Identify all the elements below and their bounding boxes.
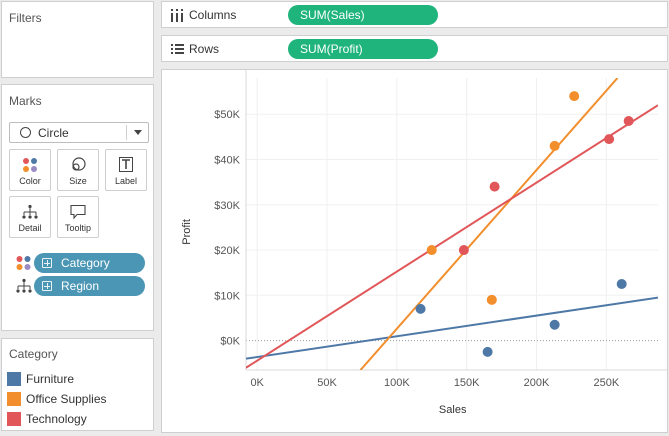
expand-icon[interactable] bbox=[42, 258, 52, 268]
scatter-plot-view[interactable]: $0K $10K $20K $30K $40K $50K 0K 50K 100K 150K 200K… bbox=[161, 69, 668, 433]
mark-type-dropdown[interactable]: Circle bbox=[9, 122, 149, 143]
data-point[interactable] bbox=[549, 319, 560, 330]
x-tick-label: 250K bbox=[593, 377, 619, 389]
legend-swatch bbox=[7, 392, 21, 406]
y-tick-label: $10K bbox=[214, 290, 240, 302]
rows-label: Rows bbox=[189, 42, 220, 56]
data-point[interactable] bbox=[489, 181, 500, 192]
data-point[interactable] bbox=[569, 91, 580, 102]
trend-line bbox=[246, 296, 658, 360]
x-tick-label: 150K bbox=[454, 377, 480, 389]
x-tick-label: 100K bbox=[384, 377, 410, 389]
detail-icon bbox=[22, 204, 38, 219]
x-tick-label: 50K bbox=[317, 377, 337, 389]
label-button[interactable]: Label bbox=[105, 149, 147, 191]
text-label-icon bbox=[119, 157, 133, 172]
color-encoding-icon bbox=[16, 256, 31, 270]
detail-button[interactable]: Detail bbox=[9, 196, 51, 238]
y-tick-label: $0K bbox=[220, 336, 240, 348]
data-point[interactable] bbox=[604, 134, 615, 145]
sum-profit-pill[interactable]: SUM(Profit) bbox=[288, 39, 438, 59]
y-tick-label: $50K bbox=[214, 109, 240, 121]
marks-card: Marks Circle Color Size Label Deta bbox=[1, 84, 154, 331]
trend-line bbox=[359, 78, 619, 370]
circle-icon bbox=[20, 127, 31, 138]
size-icon bbox=[72, 157, 86, 171]
chevron-down-icon[interactable] bbox=[134, 130, 142, 135]
y-axis-title: Profit bbox=[181, 219, 193, 245]
mark-type-label: Circle bbox=[38, 126, 69, 140]
marks-title: Marks bbox=[9, 94, 42, 108]
data-point[interactable] bbox=[623, 116, 634, 127]
category-color-pill[interactable]: Category bbox=[34, 253, 145, 273]
category-legend: Category Furniture Office Supplies Techn… bbox=[1, 338, 154, 431]
scatter-chart[interactable]: $0K $10K $20K $30K $40K $50K 0K 50K 100K 150K 200K… bbox=[162, 70, 667, 432]
legend-swatch bbox=[7, 372, 21, 386]
data-point[interactable] bbox=[486, 294, 497, 305]
label-button-label: Label bbox=[114, 176, 138, 186]
size-button-label: Size bbox=[69, 176, 87, 186]
legend-swatch bbox=[7, 412, 21, 426]
region-detail-pill[interactable]: Region bbox=[34, 276, 145, 296]
rows-icon bbox=[171, 44, 184, 54]
y-tick-label: $40K bbox=[214, 154, 240, 166]
size-button[interactable]: Size bbox=[57, 149, 99, 191]
detail-encoding-icon bbox=[16, 278, 32, 293]
x-tick-label: 200K bbox=[524, 377, 550, 389]
x-tick-label: 0K bbox=[250, 377, 264, 389]
rows-shelf[interactable]: Rows SUM(Profit) bbox=[161, 35, 668, 62]
y-tick-label: $30K bbox=[214, 200, 240, 212]
detail-button-label: Detail bbox=[18, 223, 42, 233]
tooltip-icon bbox=[70, 204, 86, 220]
data-point[interactable] bbox=[458, 245, 469, 256]
sum-sales-pill[interactable]: SUM(Sales) bbox=[288, 5, 438, 25]
data-point[interactable] bbox=[415, 303, 426, 314]
color-button[interactable]: Color bbox=[9, 149, 51, 191]
data-point[interactable] bbox=[549, 140, 560, 151]
expand-icon[interactable] bbox=[42, 281, 52, 291]
color-icon bbox=[23, 158, 37, 172]
filters-card[interactable]: Filters bbox=[1, 1, 154, 78]
data-point[interactable] bbox=[426, 245, 437, 256]
columns-shelf[interactable]: Columns SUM(Sales) bbox=[161, 1, 668, 28]
columns-label: Columns bbox=[189, 8, 237, 22]
x-axis-title: Sales bbox=[439, 404, 467, 416]
filters-title: Filters bbox=[9, 11, 42, 25]
trend-line bbox=[246, 104, 658, 369]
legend-title: Category bbox=[9, 347, 58, 361]
data-point[interactable] bbox=[616, 278, 627, 289]
tooltip-button-label: Tooltip bbox=[64, 223, 91, 233]
data-point[interactable] bbox=[482, 346, 493, 357]
tooltip-button[interactable]: Tooltip bbox=[57, 196, 99, 238]
y-tick-label: $20K bbox=[214, 245, 240, 257]
columns-icon bbox=[171, 9, 183, 22]
color-button-label: Color bbox=[19, 176, 41, 186]
